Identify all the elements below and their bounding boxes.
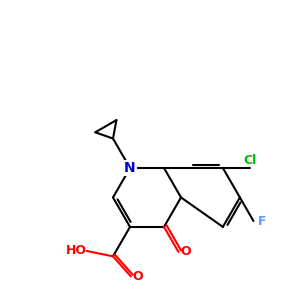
Text: Cl: Cl	[244, 154, 257, 166]
Text: N: N	[124, 161, 136, 175]
Text: HO: HO	[66, 244, 87, 257]
Text: F: F	[258, 214, 267, 227]
Text: O: O	[180, 245, 191, 258]
Text: O: O	[133, 270, 143, 283]
